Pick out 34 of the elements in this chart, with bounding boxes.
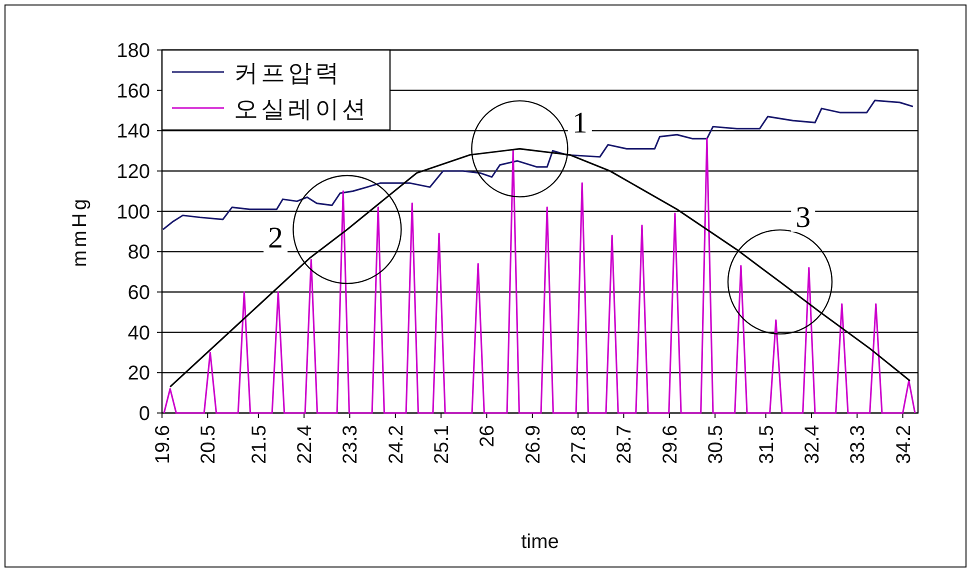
y-tick-label: 60 [128, 282, 150, 304]
y-tick-label: 160 [116, 80, 150, 102]
x-tick-label: 26 [476, 425, 499, 448]
legend-label: 오실레이션 [234, 96, 369, 123]
y-axis-title: mmHg [69, 196, 91, 267]
y-tick-label: 100 [116, 201, 150, 224]
y-tick-label: 20 [128, 362, 150, 385]
y-tick-label: 120 [116, 161, 150, 183]
annotation: 3 [796, 200, 811, 234]
x-tick-label: 23.3 [340, 425, 362, 464]
x-tick-label: 34.2 [892, 425, 915, 464]
x-tick-label: 32.4 [801, 425, 824, 464]
x-tick-label: 24.2 [385, 425, 408, 464]
x-tick-label: 21.5 [248, 425, 270, 464]
y-tick-label: 140 [116, 120, 150, 143]
legend-label: 커프압력 [234, 60, 342, 87]
x-tick-label: 27.8 [568, 425, 590, 464]
annotation: 2 [268, 222, 284, 255]
x-tick-label: 33.3 [847, 425, 870, 464]
x-tick-label: 30.5 [705, 425, 728, 464]
x-tick-label: 25.1 [431, 425, 454, 464]
x-tick-label: 31.5 [756, 425, 778, 464]
y-tick-label: 40 [128, 322, 150, 344]
x-tick-label: 19.6 [152, 425, 174, 464]
y-tick-label: 80 [128, 242, 150, 264]
x-tick-label: 22.4 [294, 425, 316, 464]
y-tick-label: 180 [116, 40, 150, 62]
x-tick-label: 20.5 [198, 425, 220, 464]
x-tick-label: 29.6 [659, 425, 682, 464]
annotation: 1 [572, 106, 588, 140]
x-axis-title: time [521, 531, 559, 553]
y-tick-label: 0 [138, 403, 150, 425]
x-tick-label: 28.7 [614, 425, 636, 464]
x-tick-label: 26.9 [522, 425, 544, 464]
